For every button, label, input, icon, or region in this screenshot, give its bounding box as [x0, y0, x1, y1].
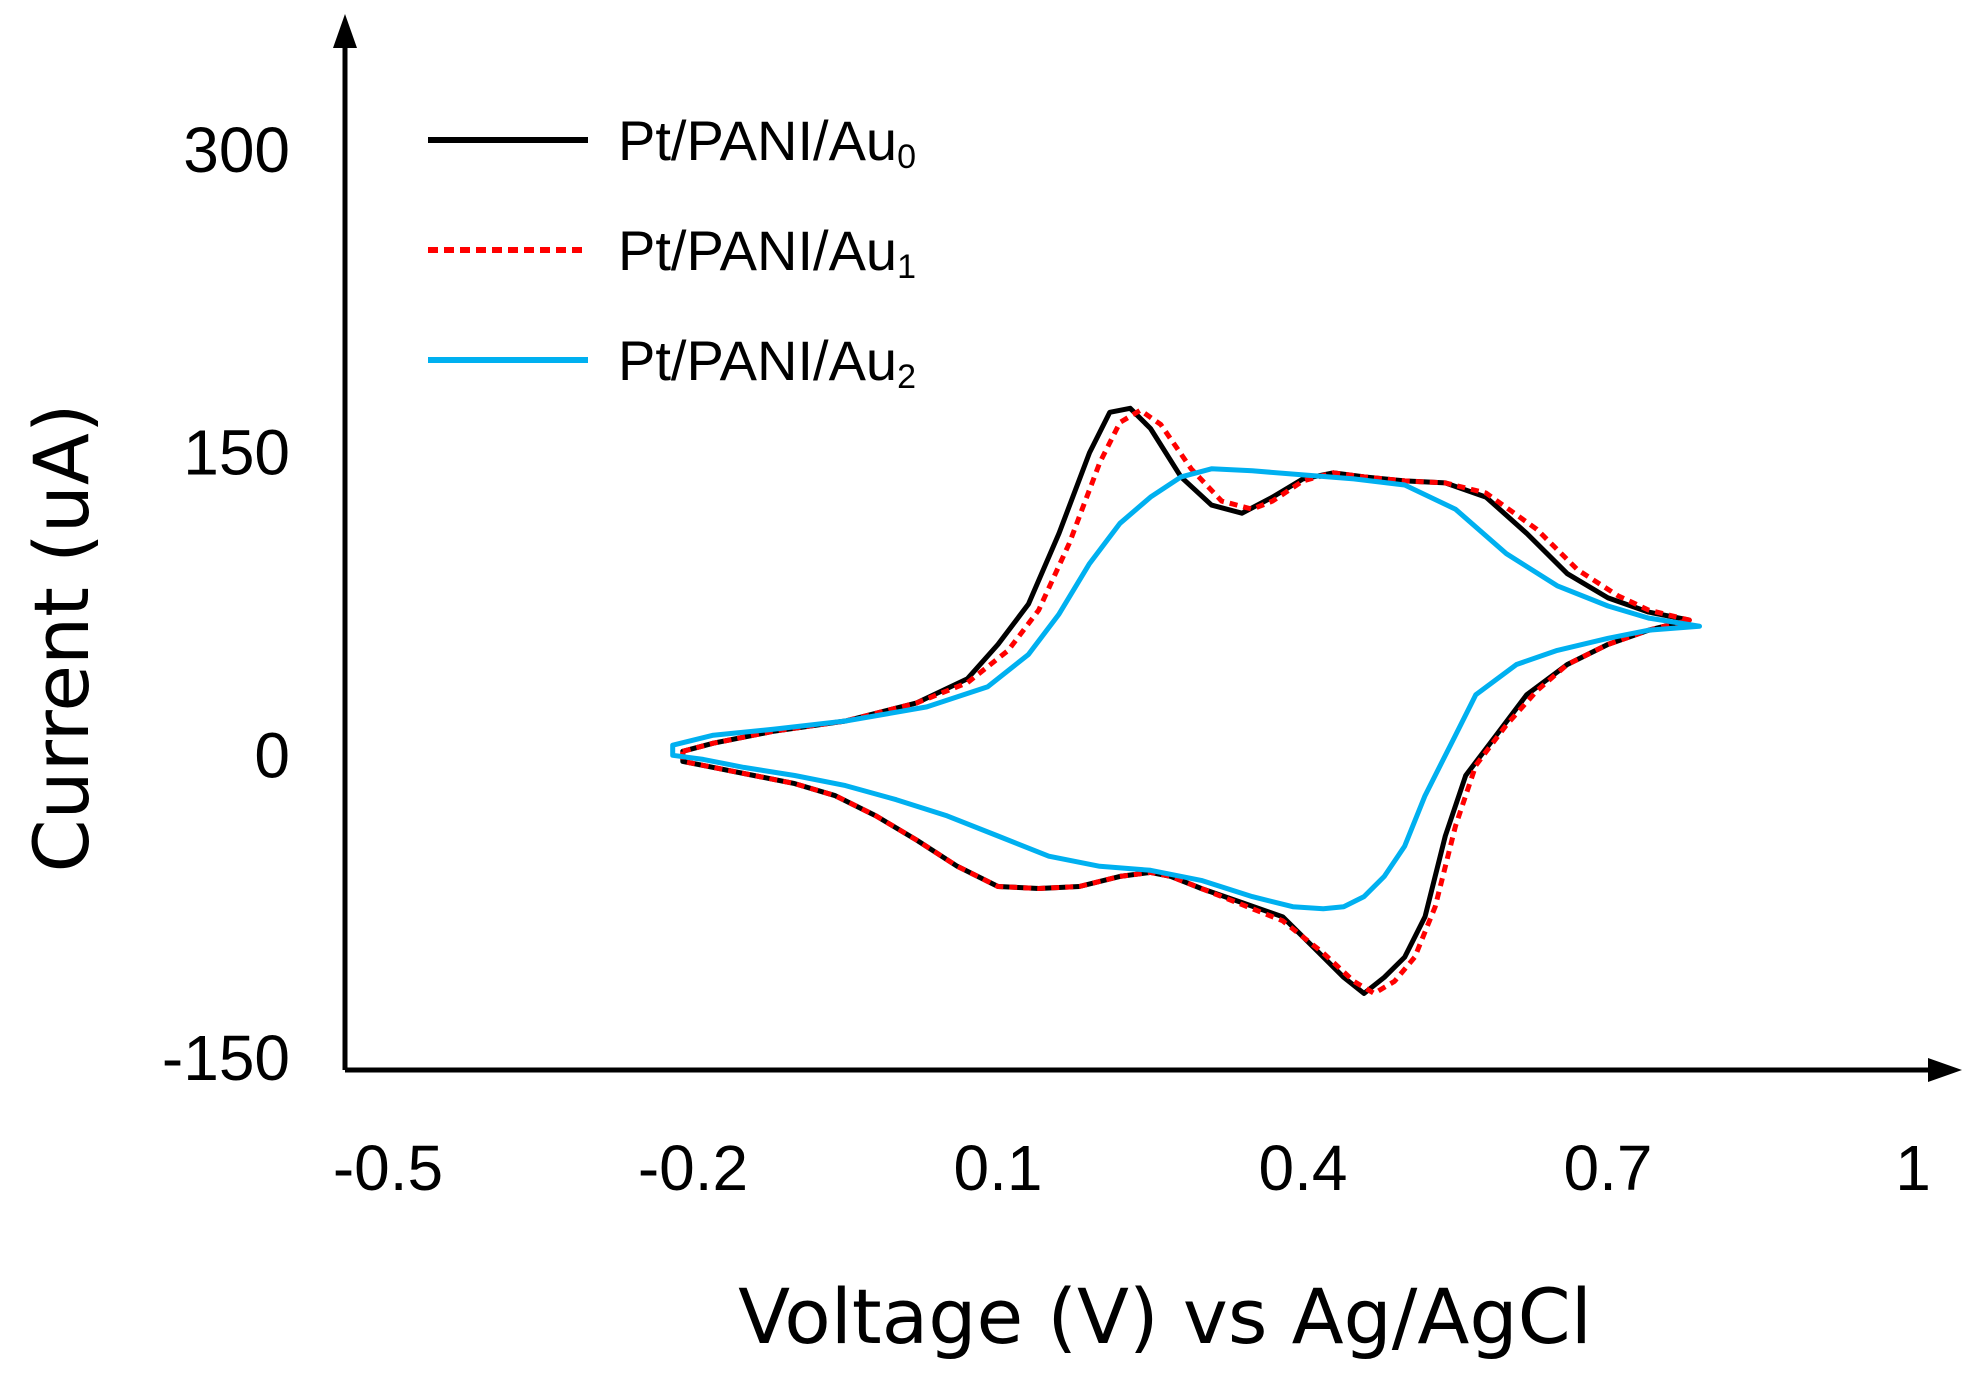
legend-label-2: Pt/PANI/Au2	[618, 329, 916, 396]
x-tick-label: -0.5	[333, 1132, 443, 1204]
x-tick-labels: -0.5 -0.2 0.1 0.4 0.7 1	[333, 1132, 1931, 1204]
series-line-2	[670, 466, 1702, 912]
legend-label-1: Pt/PANI/Au1	[618, 219, 916, 286]
y-tick-label: 150	[183, 417, 290, 489]
legend-label-0: Pt/PANI/Au0	[618, 109, 916, 176]
x-axis-arrow	[1928, 1058, 1962, 1082]
y-tick-label: 300	[183, 114, 290, 186]
legend: Pt/PANI/Au0 Pt/PANI/Au1 Pt/PANI/Au2	[428, 109, 916, 396]
x-tick-label: -0.2	[638, 1132, 748, 1204]
series-line-1	[680, 407, 1692, 996]
x-tick-label: 0.7	[1564, 1132, 1653, 1204]
y-tick-labels: 300 150 0 -150	[162, 114, 290, 1094]
x-tick-label: 0.4	[1259, 1132, 1348, 1204]
x-axis-title: Voltage (V) vs Ag/AgCl	[738, 1272, 1592, 1361]
y-tick-label: 0	[254, 719, 290, 791]
y-axis-arrow	[333, 14, 357, 48]
series-line-0	[680, 405, 1692, 996]
x-tick-label: 1	[1895, 1132, 1931, 1204]
axes	[333, 14, 1962, 1082]
y-axis-title: Current (uA)	[17, 403, 106, 872]
x-tick-label: 0.1	[954, 1132, 1043, 1204]
y-tick-label: -150	[162, 1022, 290, 1094]
series-layer	[670, 405, 1702, 996]
